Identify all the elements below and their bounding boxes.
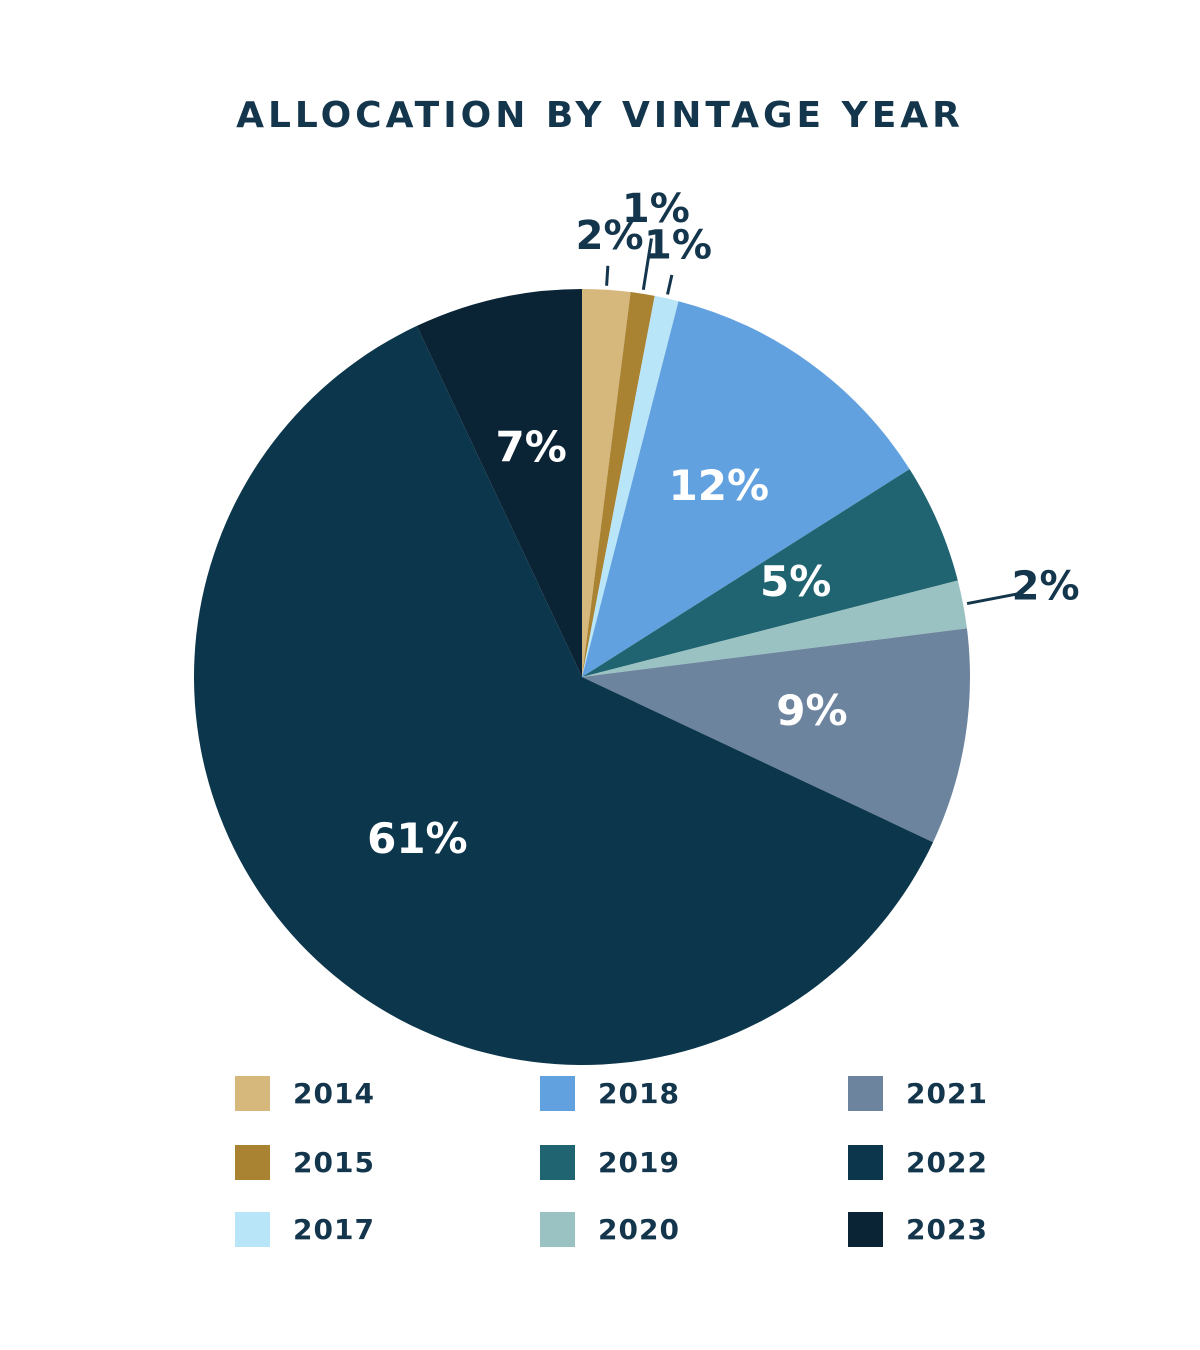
- slice-label: 12%: [669, 461, 770, 510]
- pie-slice: [582, 295, 679, 677]
- legend-label: 2018: [598, 1077, 680, 1110]
- legend-swatch: [235, 1076, 270, 1111]
- slice-label: 61%: [367, 814, 468, 863]
- pie-slice: [582, 301, 910, 677]
- legend-swatch: [235, 1145, 270, 1180]
- legend-label: 2021: [906, 1077, 988, 1110]
- pie-slice: [416, 289, 582, 677]
- legend-swatch: [540, 1145, 575, 1180]
- pie-slice: [582, 469, 958, 677]
- slice-label: 9%: [776, 686, 847, 735]
- slice-label: 1%: [644, 223, 712, 269]
- legend-swatch: [540, 1076, 575, 1111]
- leader-line: [966, 592, 1019, 606]
- pie-slice: [582, 292, 655, 677]
- legend-swatch: [540, 1212, 575, 1247]
- slice-label: 2%: [576, 213, 644, 259]
- legend-swatch: [848, 1212, 883, 1247]
- legend-label: 2014: [293, 1077, 375, 1110]
- legend-swatch: [848, 1145, 883, 1180]
- pie-slice: [582, 289, 631, 677]
- legend-swatch: [848, 1076, 883, 1111]
- legend-label: 2022: [906, 1146, 988, 1179]
- leader-line: [666, 274, 674, 295]
- legend-label: 2015: [293, 1146, 375, 1179]
- pie-slice: [193, 325, 934, 1065]
- legend-label: 2017: [293, 1213, 375, 1246]
- legend-label: 2023: [906, 1213, 988, 1246]
- pie-slice: [582, 628, 970, 843]
- legend-swatch: [235, 1212, 270, 1247]
- legend-label: 2019: [598, 1146, 680, 1179]
- legend-label: 2020: [598, 1213, 680, 1246]
- leader-line: [605, 265, 610, 286]
- pie-slice: [582, 580, 967, 677]
- slice-label: 2%: [1012, 564, 1080, 610]
- slice-label: 5%: [760, 557, 831, 606]
- slice-label: 7%: [496, 422, 567, 471]
- slice-label: 1%: [622, 186, 690, 232]
- chart-title: ALLOCATION BY VINTAGE YEAR: [236, 95, 964, 136]
- leader-line: [641, 238, 653, 291]
